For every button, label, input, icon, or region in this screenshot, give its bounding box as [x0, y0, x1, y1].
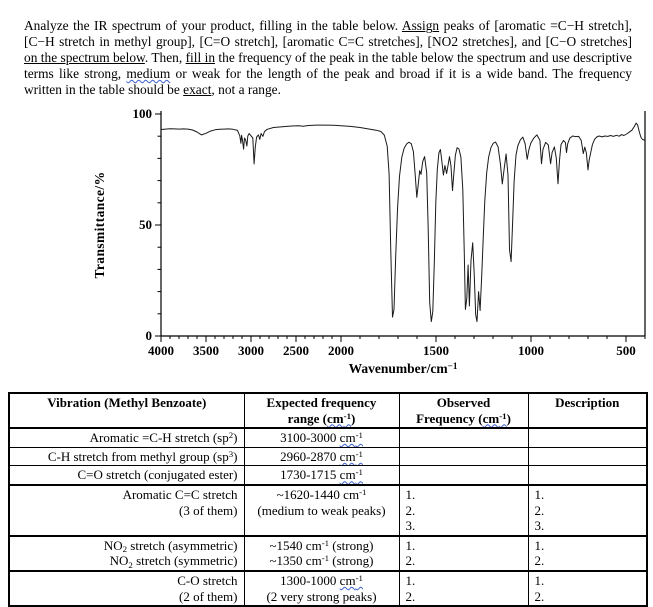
table-cell: ~1620-1440 cm-1 (medium to weak peaks)	[243, 484, 400, 537]
x-tick-label: 3500	[193, 343, 219, 358]
x-tick-label: 3000	[238, 343, 264, 358]
spectrum-curve	[160, 122, 646, 323]
table-row: C=O stretch (conjugated ester) 1730-1715 …	[8, 465, 648, 486]
table-row: Aromatic C=C stretch (3 of them) ~1620-144…	[8, 484, 648, 537]
fill-in-cell	[398, 427, 529, 448]
table-cell: ~1540 cm-1 (strong) ~1350 cm-1 (strong)	[243, 535, 400, 572]
fill-in-cell: 1. 2.	[527, 535, 648, 572]
table-row: Aromatic =C-H stretch (sp2) 3100-3000 cm-…	[8, 427, 648, 448]
fill-in-cell	[527, 446, 648, 467]
table-cell: NO2 stretch (asymmetric) NO2 stretch (sym…	[8, 535, 245, 572]
table-cell: 1730-1715 cm-1	[243, 465, 400, 486]
fill-in-cell	[398, 446, 529, 467]
table-header-cell: Observed Frequency (cm-1)	[398, 392, 529, 430]
fill-in-cell	[527, 427, 648, 448]
fill-in-cell	[398, 465, 529, 486]
x-tick-label: 2500	[283, 343, 309, 358]
fill-in-cell: 1. 2.	[527, 570, 648, 607]
x-tick-label: 4000	[148, 343, 174, 358]
x-tick-label: 500	[616, 343, 636, 358]
table-row: NO2 stretch (asymmetric) NO2 stretch (sym…	[8, 535, 648, 572]
ir-spectrum-chart: 4000 3500 3000 2500 2000 1500 1000 500 100 50 0	[0, 105, 653, 392]
fill-in-cell: 1. 2.	[398, 535, 529, 572]
table-cell: C=O stretch (conjugated ester)	[8, 465, 245, 486]
fill-in-cell: 1. 2. 3.	[398, 484, 529, 537]
table-cell: Aromatic C=C stretch (3 of them)	[8, 484, 245, 537]
y-axis-label: Transmittance/%	[92, 171, 107, 279]
table-cell: 2960-2870 cm-1	[243, 446, 400, 467]
fill-in-cell: 1. 2.	[398, 570, 529, 607]
instructions-paragraph: Analyze the IR spectrum of your product,…	[24, 18, 633, 98]
y-tick-label: 100	[133, 106, 153, 121]
fill-in-cell: 1. 2. 3.	[527, 484, 648, 537]
x-tick-label: 1000	[518, 343, 544, 358]
table-body: Aromatic =C-H stretch (sp2) 3100-3000 cm-…	[8, 427, 648, 607]
vibration-assignment-table: Vibration (Methyl Benzoate) Expected freq…	[8, 392, 648, 607]
table-cell: Aromatic =C-H stretch (sp2)	[8, 427, 245, 448]
y-tick-label: 50	[139, 217, 152, 232]
table-header-cell: Description	[527, 392, 648, 430]
table-row: C-O stretch (2 of them) 1300-1000 cm-1 (2 v…	[8, 570, 648, 607]
x-tick-label: 1500	[423, 343, 449, 358]
table-row: C-H stretch from methyl group (sp3) 2960-…	[8, 446, 648, 467]
table-cell: C-O stretch (2 of them)	[8, 570, 245, 607]
fill-in-cell	[527, 465, 648, 486]
x-tick-label: 2000	[328, 343, 354, 358]
table-cell: 3100-3000 cm-1	[243, 427, 400, 448]
table-cell: 1300-1000 cm-1 (2 very strong peaks)	[243, 570, 400, 607]
table-header-cell: Expected frequency range (cm-1)	[243, 392, 400, 430]
table-cell: C-H stretch from methyl group (sp3)	[8, 446, 245, 467]
table-header-row: Vibration (Methyl Benzoate) Expected freq…	[8, 392, 648, 430]
x-axis-label: Wavenumber/cm−1	[348, 360, 458, 376]
table-header-cell: Vibration (Methyl Benzoate)	[8, 392, 245, 430]
y-tick-label: 0	[146, 328, 153, 343]
